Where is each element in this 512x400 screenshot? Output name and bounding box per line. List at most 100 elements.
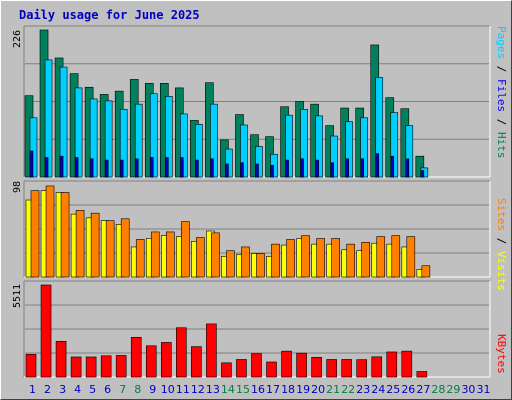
x-tick-label: 9 xyxy=(149,383,156,396)
kbytes-bar xyxy=(311,357,322,378)
kbytes-bar xyxy=(206,323,217,378)
x-tick-label: 10 xyxy=(161,383,175,396)
x-tick-label: 31 xyxy=(476,383,490,396)
kbytes-bar xyxy=(160,342,172,378)
pages-bar xyxy=(345,121,353,178)
files-bar xyxy=(134,158,139,178)
files-bar xyxy=(405,158,410,178)
x-tick-label: 20 xyxy=(311,383,325,396)
pages-bar xyxy=(149,93,158,178)
kbytes-bar xyxy=(130,336,142,378)
x-tick-label: 27 xyxy=(416,383,430,396)
pages-bar xyxy=(390,112,399,178)
kbytes-bar xyxy=(70,356,82,378)
hits-bar xyxy=(415,155,425,178)
kbytes-bar xyxy=(326,359,337,378)
pages-bar xyxy=(119,109,128,178)
sites-bar xyxy=(361,241,371,278)
kbytes-bar xyxy=(55,340,67,378)
sites-bar xyxy=(271,243,280,278)
sites-bar xyxy=(150,231,160,278)
x-tick-label: 17 xyxy=(266,383,280,396)
sites-bar xyxy=(256,253,265,278)
pages-bar xyxy=(89,98,98,178)
x-tick-label: 22 xyxy=(341,383,355,396)
pages-bar xyxy=(195,124,203,178)
x-tick-label: 28 xyxy=(431,383,445,396)
pages-bar xyxy=(29,117,38,178)
files-bar xyxy=(89,158,94,178)
x-tick-label: 3 xyxy=(59,383,66,396)
pages-bar xyxy=(164,96,173,178)
pages-bar xyxy=(180,113,188,178)
files-bar xyxy=(195,159,199,178)
files-bar xyxy=(285,159,289,178)
x-tick-label: 23 xyxy=(356,383,370,396)
x-tick-label: 19 xyxy=(296,383,310,396)
pages-bar xyxy=(240,124,248,178)
kbytes-bar xyxy=(25,353,37,378)
files-bar xyxy=(315,159,319,178)
pages-bar xyxy=(285,114,293,178)
files-bar xyxy=(74,157,79,178)
files-bar xyxy=(104,159,109,178)
files-bar xyxy=(300,158,304,178)
x-tick-label: 25 xyxy=(386,383,400,396)
kbytes-bar xyxy=(236,359,247,378)
sites-bar xyxy=(241,246,250,278)
x-tick-label: 14 xyxy=(221,383,235,396)
pages-bar xyxy=(74,87,83,178)
files-bar xyxy=(180,157,184,178)
kbytes-bar xyxy=(145,345,157,378)
sites-bar xyxy=(406,236,416,278)
x-tick-label: 29 xyxy=(446,383,460,396)
sites-bar xyxy=(391,235,401,278)
files-bar xyxy=(360,158,365,178)
x-tick-label: 18 xyxy=(281,383,295,396)
files-bar xyxy=(270,164,274,178)
sites-bar xyxy=(286,239,295,278)
pages-bar xyxy=(300,109,308,178)
chart-title: Daily usage for June 2025 xyxy=(19,8,200,22)
kbytes-bar xyxy=(191,346,202,378)
sites-bar xyxy=(165,231,175,278)
kbytes-bar xyxy=(115,355,127,378)
x-tick-label: 12 xyxy=(191,383,205,396)
kbytes-bar xyxy=(266,361,277,378)
x-tick-label: 30 xyxy=(461,383,475,396)
kbytes-bar xyxy=(85,356,97,378)
x-tick-label: 1 xyxy=(29,383,36,396)
pages-bar xyxy=(360,117,369,178)
files-bar xyxy=(225,163,229,178)
files-bar xyxy=(255,163,259,178)
pages-bar xyxy=(315,115,323,178)
x-tick-label: 2 xyxy=(44,383,51,396)
pages-bar xyxy=(255,146,263,178)
pages-bar xyxy=(375,77,384,178)
sites-bar xyxy=(90,212,100,278)
kbytes-bar xyxy=(296,352,307,378)
kbytes-bar xyxy=(281,350,292,378)
kbytes-bar xyxy=(341,359,352,378)
pages-bar xyxy=(104,100,113,178)
pages-bar xyxy=(225,148,233,178)
kbytes-bar xyxy=(371,356,383,378)
x-tick-label: 6 xyxy=(104,383,111,396)
sites-bar xyxy=(181,221,190,278)
kbytes-bar xyxy=(401,350,413,378)
sites-bar xyxy=(376,236,386,278)
files-bar xyxy=(345,158,349,178)
files-bar xyxy=(149,157,154,178)
files-bar xyxy=(44,157,49,178)
kbytes-bar xyxy=(251,353,262,378)
files-bar xyxy=(164,157,169,178)
files-bar xyxy=(119,159,124,178)
sites-bar xyxy=(331,238,340,278)
sites-bar xyxy=(301,235,310,278)
sites-bar xyxy=(196,237,205,278)
kbytes-bar xyxy=(416,371,428,378)
kbytes-bar xyxy=(386,351,398,378)
files-bar xyxy=(390,155,395,178)
pages-bar xyxy=(330,135,338,178)
